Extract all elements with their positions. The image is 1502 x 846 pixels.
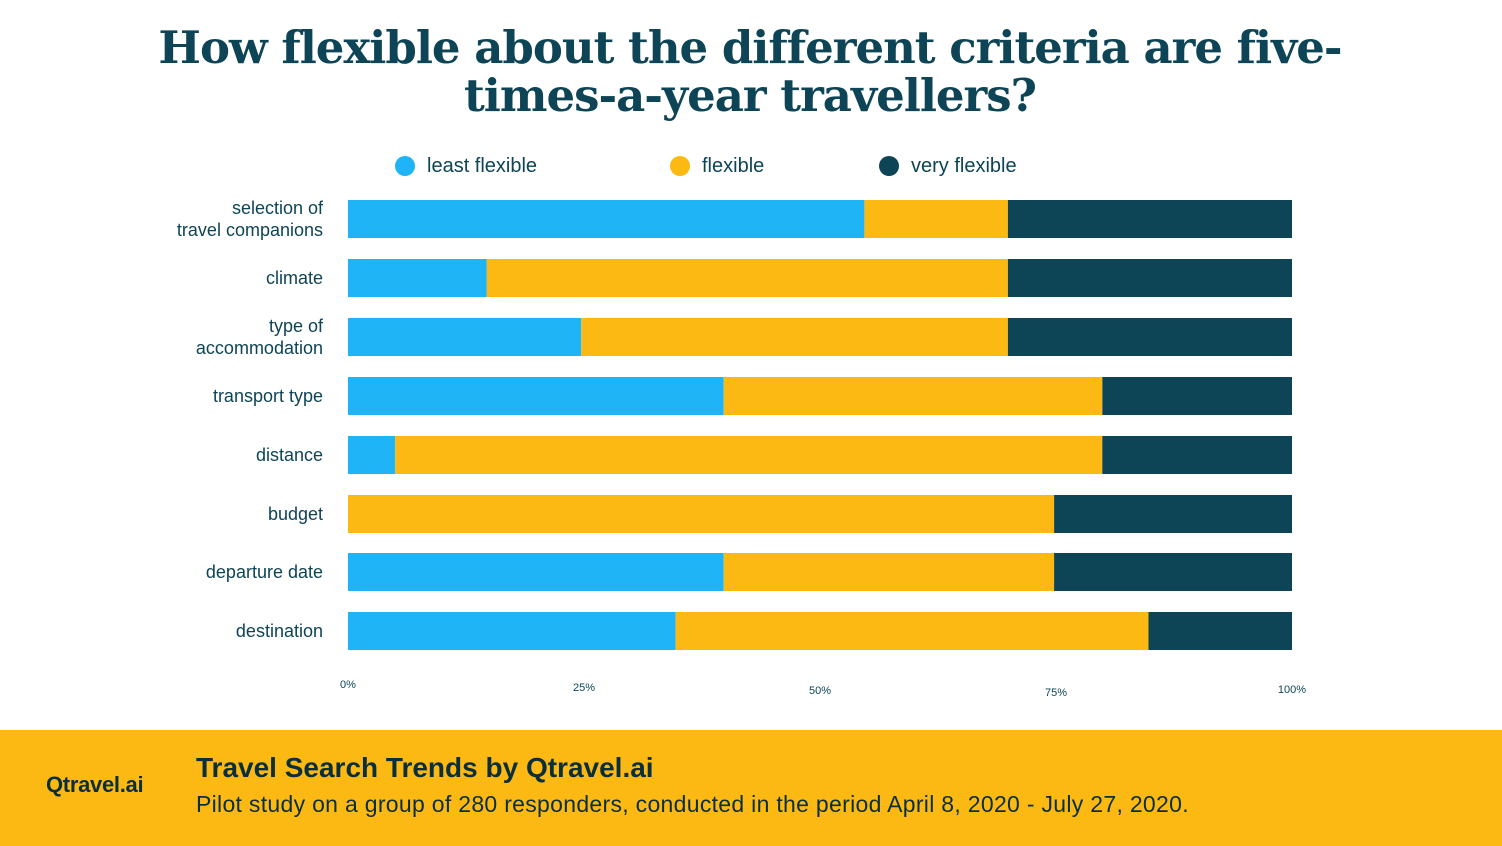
bar-destination-least-flexible <box>348 612 676 650</box>
legend-dot-icon <box>395 156 415 176</box>
bar-budget-very-flexible <box>1054 495 1292 533</box>
legend-item-very-flexible: very flexible <box>879 152 1017 180</box>
footer-subtitle: Pilot study on a group of 280 responders… <box>196 791 1189 817</box>
bar-destination-very-flexible <box>1148 612 1292 650</box>
legend-label: very flexible <box>911 154 1017 177</box>
legend-dot-icon <box>879 156 899 176</box>
chart-title: How flexible about the different criteri… <box>158 21 1342 122</box>
x-tick-label: 75% <box>1045 687 1067 699</box>
category-label-selection-of-travel-companions: selection of travel companions <box>177 198 324 240</box>
bar-climate-flexible <box>486 259 1008 297</box>
qtravel-logo: Qtravel.ai <box>46 772 144 797</box>
bar-distance-least-flexible <box>348 436 396 474</box>
x-tick-label: 100% <box>1278 684 1306 696</box>
bar-type-of-accommodation-flexible <box>581 318 1008 356</box>
legend-dot-icon <box>670 156 690 176</box>
bar-climate-least-flexible <box>348 259 487 297</box>
bar-destination-flexible <box>675 612 1149 650</box>
category-label-distance: distance <box>256 445 323 465</box>
bar-budget-flexible <box>348 495 1055 533</box>
bar-departure-date-very-flexible <box>1054 553 1292 591</box>
bar-departure-date-flexible <box>723 553 1055 591</box>
bar-climate-very-flexible <box>1007 259 1292 297</box>
bar-type-of-accommodation-least-flexible <box>348 318 582 356</box>
bar-distance-very-flexible <box>1102 436 1292 474</box>
footer-title: Travel Search Trends by Qtravel.ai <box>196 752 654 783</box>
category-label-type-of-accommodation: type of accommodation <box>196 316 324 358</box>
x-tick-label: 25% <box>573 682 595 694</box>
category-label-departure-date: departure date <box>206 562 323 582</box>
legend-item-flexible: flexible <box>670 152 764 180</box>
x-tick-label: 0% <box>340 679 356 691</box>
category-label-destination: destination <box>236 621 323 641</box>
bar-transport-type-very-flexible <box>1102 377 1292 415</box>
bar-type-of-accommodation-very-flexible <box>1007 318 1292 356</box>
stacked-bar-chart: selection of travel companions climate type… <box>177 198 1306 699</box>
bar-selection-of-travel-companions-flexible <box>864 200 1008 238</box>
bar-selection-of-travel-companions-least-flexible <box>348 200 865 238</box>
footer-banner: Qtravel.ai Travel Search Trends by Qtrav… <box>0 730 1502 846</box>
bar-distance-flexible <box>395 436 1103 474</box>
category-label-climate: climate <box>266 268 323 288</box>
bar-selection-of-travel-companions-very-flexible <box>1007 200 1292 238</box>
bar-transport-type-least-flexible <box>348 377 724 415</box>
category-label-budget: budget <box>268 504 323 524</box>
x-tick-label: 50% <box>809 685 831 697</box>
legend-label: least flexible <box>427 154 538 177</box>
legend-label: flexible <box>702 154 765 177</box>
category-label-transport-type: transport type <box>213 386 323 406</box>
legend-item-least-flexible: least flexible <box>395 152 537 180</box>
bar-transport-type-flexible <box>723 377 1103 415</box>
bar-departure-date-least-flexible <box>348 553 724 591</box>
